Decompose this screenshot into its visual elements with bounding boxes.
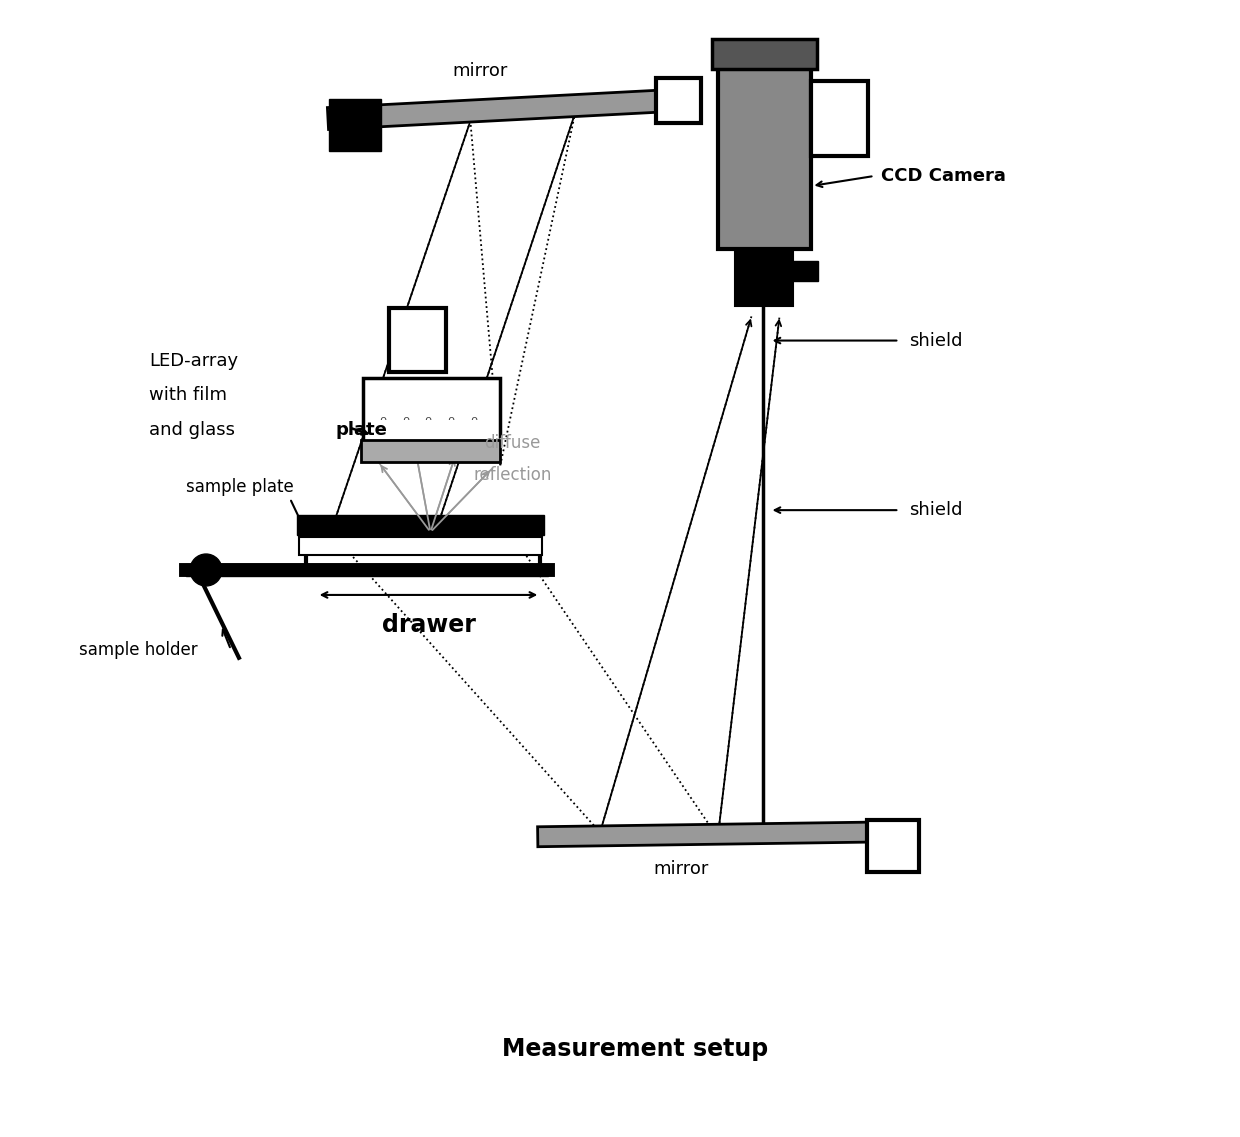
Text: ᴗ: ᴗ (448, 414, 455, 423)
Bar (735, 249, 792, 306)
Bar (296, 515, 544, 536)
Text: ᴗ: ᴗ (471, 414, 477, 423)
Text: ᴗ: ᴗ (425, 414, 432, 423)
Circle shape (190, 554, 222, 586)
Text: sample holder: sample holder (79, 641, 198, 658)
Text: mirror: mirror (653, 861, 708, 878)
Text: shield: shield (909, 332, 962, 349)
Text: and glass: and glass (149, 422, 241, 439)
Text: shield: shield (909, 501, 962, 520)
Text: Measurement setup: Measurement setup (502, 1037, 768, 1061)
Bar (811, 81, 868, 156)
Bar (329, 99, 381, 151)
Bar (792, 260, 817, 281)
Bar (299, 537, 542, 555)
Text: ᴗ: ᴗ (402, 414, 409, 423)
Text: mirror: mirror (453, 63, 508, 81)
Bar (388, 308, 446, 373)
Bar (362, 379, 500, 443)
Bar (712, 40, 816, 69)
Text: ᴗ: ᴗ (379, 414, 386, 423)
Polygon shape (538, 822, 882, 847)
Text: CCD Camera: CCD Camera (882, 167, 1006, 185)
Bar (718, 66, 811, 249)
Text: drawer: drawer (382, 613, 475, 637)
Text: LED-array: LED-array (149, 351, 238, 370)
Bar (868, 821, 919, 872)
Bar (656, 78, 701, 123)
Text: with film: with film (149, 387, 227, 405)
Text: plate: plate (336, 422, 388, 439)
Text: diffuse: diffuse (484, 434, 541, 453)
Polygon shape (327, 89, 687, 130)
Bar (361, 440, 500, 463)
Text: reflection: reflection (474, 466, 552, 484)
Text: sample plate: sample plate (186, 479, 294, 496)
